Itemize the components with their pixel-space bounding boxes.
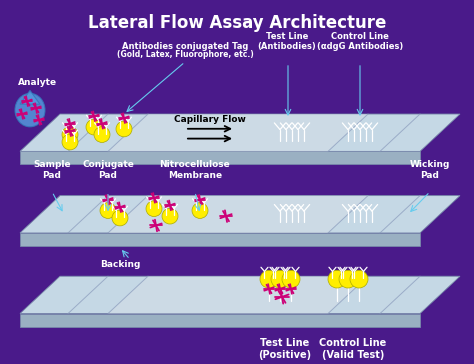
- Polygon shape: [108, 195, 368, 233]
- Text: Antibodies conjugated Tag: Antibodies conjugated Tag: [122, 42, 248, 51]
- Circle shape: [260, 270, 278, 288]
- Circle shape: [162, 208, 178, 224]
- Text: Analyte: Analyte: [18, 78, 57, 87]
- Circle shape: [112, 210, 128, 226]
- Circle shape: [62, 127, 78, 142]
- Text: (Gold, Latex, Fluorophore, etc.): (Gold, Latex, Fluorophore, etc.): [117, 50, 254, 59]
- Polygon shape: [20, 114, 460, 151]
- Text: Capillary Flow: Capillary Flow: [174, 115, 246, 124]
- Circle shape: [146, 201, 162, 217]
- Circle shape: [86, 119, 102, 135]
- Text: Test Line
(Positive): Test Line (Positive): [258, 338, 311, 360]
- Polygon shape: [20, 233, 420, 246]
- Text: Wicking
Pad: Wicking Pad: [410, 161, 450, 180]
- Polygon shape: [20, 90, 40, 104]
- Text: Control Line
(Valid Test): Control Line (Valid Test): [319, 338, 387, 360]
- Circle shape: [116, 121, 132, 137]
- Circle shape: [271, 270, 289, 288]
- Polygon shape: [108, 114, 368, 151]
- Circle shape: [328, 270, 346, 288]
- Polygon shape: [20, 195, 460, 233]
- Circle shape: [339, 270, 357, 288]
- Circle shape: [350, 270, 368, 288]
- Circle shape: [282, 270, 300, 288]
- Text: Sample
Pad: Sample Pad: [33, 161, 71, 180]
- Text: Lateral Flow Assay Architecture: Lateral Flow Assay Architecture: [88, 14, 386, 32]
- Polygon shape: [108, 276, 368, 313]
- Circle shape: [62, 134, 78, 150]
- Text: Test Line
(Antibodies): Test Line (Antibodies): [258, 32, 316, 51]
- Circle shape: [192, 203, 208, 218]
- Polygon shape: [20, 276, 460, 313]
- Ellipse shape: [15, 94, 45, 127]
- Circle shape: [94, 127, 110, 142]
- Circle shape: [100, 203, 116, 218]
- Text: Control Line
(αdgG Antibodies): Control Line (αdgG Antibodies): [317, 32, 403, 51]
- Polygon shape: [20, 313, 420, 327]
- Polygon shape: [20, 151, 420, 165]
- Text: Backing: Backing: [100, 261, 140, 269]
- Text: Conjugate
Pad: Conjugate Pad: [82, 161, 134, 180]
- Text: Nitrocellulose
Membrane: Nitrocellulose Membrane: [160, 161, 230, 180]
